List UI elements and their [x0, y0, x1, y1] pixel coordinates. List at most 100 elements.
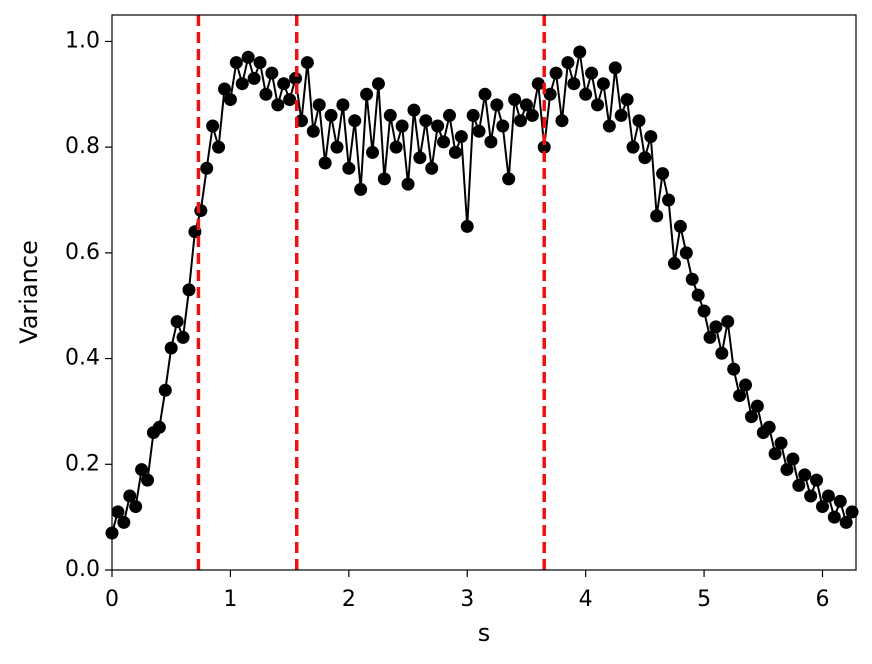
data-point	[662, 193, 676, 207]
data-point	[283, 93, 297, 107]
data-point	[152, 420, 166, 434]
data-point	[407, 103, 421, 117]
data-point	[413, 151, 427, 165]
data-point	[383, 108, 397, 122]
data-point	[158, 383, 172, 397]
data-point	[821, 489, 835, 503]
x-tick-label: 3	[460, 587, 474, 612]
data-point	[798, 468, 812, 482]
data-point	[792, 478, 806, 492]
data-point	[182, 283, 196, 297]
x-tick-label: 5	[697, 587, 711, 612]
y-tick-label: 1.0	[65, 28, 100, 53]
data-point	[111, 505, 125, 519]
data-point	[502, 172, 516, 186]
data-point	[638, 151, 652, 165]
x-axis-label: s	[478, 619, 491, 647]
data-point	[200, 161, 214, 175]
data-point	[271, 98, 285, 112]
y-axis-label: Variance	[15, 240, 43, 344]
data-point	[395, 119, 409, 133]
data-point	[780, 463, 794, 477]
data-point	[223, 93, 237, 107]
data-point	[833, 494, 847, 508]
data-point	[366, 145, 380, 159]
data-point	[827, 510, 841, 524]
data-point	[845, 505, 859, 519]
data-point	[804, 489, 818, 503]
data-point	[596, 77, 610, 91]
x-tick-label: 4	[579, 587, 593, 612]
data-point	[626, 140, 640, 154]
data-point	[419, 114, 433, 128]
data-point	[336, 98, 350, 112]
data-point	[667, 256, 681, 270]
data-point	[135, 463, 149, 477]
data-point	[614, 108, 628, 122]
data-point	[289, 71, 303, 85]
plot-frame	[111, 14, 857, 571]
data-point	[519, 98, 533, 112]
x-tick-label: 0	[105, 587, 119, 612]
data-point	[164, 341, 178, 355]
data-point	[703, 330, 717, 344]
data-point	[306, 124, 320, 138]
y-tick-label: 0.2	[65, 451, 100, 476]
y-tick-label: 0.6	[65, 240, 100, 265]
data-point	[253, 56, 267, 70]
data-point	[733, 389, 747, 403]
data-point	[460, 219, 474, 233]
data-point	[555, 114, 569, 128]
data-point	[815, 500, 829, 514]
data-point	[442, 108, 456, 122]
data-point	[656, 167, 670, 181]
data-point	[176, 330, 190, 344]
data-point	[259, 87, 273, 101]
data-point	[715, 346, 729, 360]
data-point	[212, 140, 226, 154]
data-point	[573, 45, 587, 59]
data-point	[389, 140, 403, 154]
data-point	[247, 71, 261, 85]
data-point	[644, 130, 658, 144]
data-point	[496, 119, 510, 133]
data-point	[632, 114, 646, 128]
data-point	[549, 66, 563, 80]
data-point	[774, 436, 788, 450]
data-point	[354, 182, 368, 196]
data-point	[466, 108, 480, 122]
data-point	[709, 320, 723, 334]
data-point	[744, 410, 758, 424]
x-tick-label: 1	[223, 587, 237, 612]
data-point	[360, 87, 374, 101]
data-point	[768, 447, 782, 461]
data-point	[543, 87, 557, 101]
data-point	[401, 177, 415, 191]
data-point	[608, 61, 622, 75]
data-line	[111, 51, 853, 534]
data-point	[265, 66, 279, 80]
data-point	[371, 77, 385, 91]
y-tick-label: 0.4	[65, 346, 100, 371]
data-point	[217, 82, 231, 96]
data-point	[437, 135, 451, 149]
data-point	[194, 204, 208, 218]
data-point	[691, 288, 705, 302]
data-point	[697, 304, 711, 318]
data-point	[431, 119, 445, 133]
data-point	[679, 246, 693, 260]
data-point	[484, 135, 498, 149]
data-point	[229, 56, 243, 70]
data-point	[591, 98, 605, 112]
data-point	[685, 272, 699, 286]
data-point	[300, 56, 314, 70]
data-point	[514, 114, 528, 128]
data-point	[141, 473, 155, 487]
x-tick-label: 2	[342, 587, 356, 612]
data-point	[525, 108, 539, 122]
data-point	[277, 77, 291, 91]
data-point	[531, 77, 545, 91]
data-point	[318, 156, 332, 170]
